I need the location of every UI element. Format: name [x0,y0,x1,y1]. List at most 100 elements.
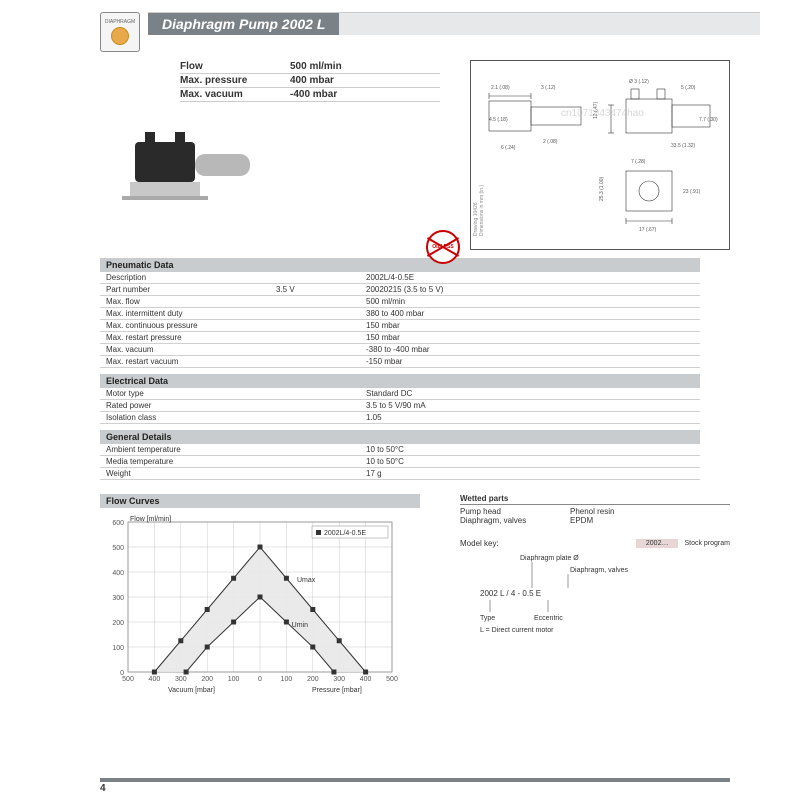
svg-text:200: 200 [112,620,124,627]
cell-label: Weight [100,468,270,480]
cell-label: Motor type [100,388,270,400]
cell-value: 2002L/4-0.5E [360,272,700,284]
cell-mid [270,412,360,424]
cell-label: Max. restart vacuum [100,356,270,368]
data-table: Description 2002L/4-0.5EPart number3.5 V2… [100,272,700,368]
page-number: 4 [100,783,106,794]
svg-text:7.7 (.30): 7.7 (.30) [699,117,718,123]
cell-value: Standard DC [360,388,700,400]
svg-text:Diaphragm plate Ø: Diaphragm plate Ø [520,555,579,562]
svg-text:17 (.67): 17 (.67) [639,227,657,233]
cell-value: -150 mbar [360,356,700,368]
table-row: Max. vacuum-380 to -400 mbar [100,344,700,356]
top-grid: 2.1 (.08)3 (.12) Ø 3 (.12)5 (.20) 4.5 (.… [40,52,760,252]
svg-text:Umax: Umax [297,577,316,584]
svg-text:600: 600 [112,520,124,527]
data-table: Ambient temperature10 to 50°CMedia tempe… [100,444,700,480]
cell-label: Description [100,272,270,284]
tech-drawing: 2.1 (.08)3 (.12) Ø 3 (.12)5 (.20) 4.5 (.… [470,60,730,250]
svg-text:2002L/4-0.5E: 2002L/4-0.5E [324,530,366,537]
stock-label: Stock program [684,540,730,547]
table-row: Isolation class 1.05 [100,412,700,424]
cell-label: Max. continuous pressure [100,320,270,332]
cell-mid [270,468,360,480]
cell-value: 380 to 400 mbar [360,308,700,320]
svg-text:100: 100 [281,676,293,683]
flow-chart: 0100200300400500600500400300200100010020… [100,514,400,694]
svg-text:6 (.24): 6 (.24) [501,145,516,151]
cell-label: Max. flow [100,296,270,308]
cell-value: 1.05 [360,412,700,424]
model-key-label: Model key: [460,539,499,548]
logo-label: DIAPHRAGM [105,19,135,25]
svg-text:Type: Type [480,615,495,622]
svg-text:500: 500 [386,676,398,683]
cell-mid [270,388,360,400]
header-row: DIAPHRAGM Diaphragm Pump 2002 L [100,12,760,52]
svg-text:33.5 (1.32): 33.5 (1.32) [671,143,696,149]
title-bar: Diaphragm Pump 2002 L [148,12,760,34]
brand-logo: DIAPHRAGM [100,12,140,52]
svg-text:L = Direct current motor: L = Direct current motor [480,627,554,634]
table-row: Motor type Standard DC [100,388,700,400]
cell-mid [270,308,360,320]
model-key: Model key: 2002… Stock program Diaphragm… [460,539,730,639]
svg-text:500: 500 [122,676,134,683]
table-row: Max. restart pressure150 mbar [100,332,700,344]
svg-text:400: 400 [360,676,372,683]
cell-mid [270,332,360,344]
section-header: Pneumatic Data [100,258,700,272]
cell-mid [270,296,360,308]
spec-value: -400 mbar [290,89,337,100]
cell-value: 20020215 (3.5 to 5 V) [360,284,700,296]
table-row: Part number3.5 V20020215 (3.5 to 5 V) [100,284,700,296]
svg-text:Vacuum [mbar]: Vacuum [mbar] [168,687,215,694]
table-row: Media temperature10 to 50°C [100,456,700,468]
svg-text:Eccentric: Eccentric [534,615,563,622]
logo-icon [111,27,129,45]
svg-text:4.5 (.18): 4.5 (.18) [489,117,508,123]
spec-value: 500 ml/min [290,61,342,72]
cell-label: Rated power [100,400,270,412]
wetted-value: Phenol resin [570,507,614,516]
stock-badge: 2002… [636,539,679,548]
svg-text:300: 300 [333,676,345,683]
cell-value: 150 mbar [360,320,700,332]
spec-label: Max. vacuum [180,89,290,100]
svg-text:Umin: Umin [292,622,308,629]
svg-text:300: 300 [112,595,124,602]
svg-text:Pressure [mbar]: Pressure [mbar] [312,687,362,694]
data-table: Motor type Standard DC Rated power 3.5 to 5… [100,388,700,424]
table-row: Max. restart vacuum -150 mbar [100,356,700,368]
section-header: General Details [100,430,700,444]
table-row: Max. continuous pressure 150 mbar [100,320,700,332]
wetted-title: Wetted parts [460,494,730,505]
table-row: Max. flow500 ml/min [100,296,700,308]
svg-text:23 (.91): 23 (.91) [683,189,701,195]
table-row: Ambient temperature10 to 50°C [100,444,700,456]
svg-text:Dimensions in mm (in.): Dimensions in mm (in.) [479,185,485,236]
oilless-badge: OILLESS [426,230,460,264]
cell-label: Max. vacuum [100,344,270,356]
cell-mid [270,400,360,412]
cell-label: Isolation class [100,412,270,424]
right-column: Wetted parts Pump headPhenol resin Diaph… [460,494,730,694]
svg-text:Diaphragm, valves: Diaphragm, valves [570,567,628,574]
title-spacer [339,13,760,35]
svg-text:100: 100 [112,645,124,652]
spec-label: Max. pressure [180,75,290,86]
cell-mid [270,444,360,456]
wetted-label: Pump head [460,507,570,516]
table-row: Max. intermittent duty380 to 400 mbar [100,308,700,320]
page-title: Diaphragm Pump 2002 L [148,13,339,35]
cell-value: 10 to 50°C [360,456,700,468]
svg-text:Ø 3 (.12): Ø 3 (.12) [629,79,649,85]
cell-value: 3.5 to 5 V/90 mA [360,400,700,412]
cell-mid [270,356,360,368]
svg-text:500: 500 [112,545,124,552]
table-row: Weight17 g [100,468,700,480]
svg-text:200: 200 [201,676,213,683]
svg-text:200: 200 [307,676,319,683]
svg-text:3 (.12): 3 (.12) [541,85,556,91]
svg-text:2002 L / 4 - 0.5 E: 2002 L / 4 - 0.5 E [480,589,541,598]
